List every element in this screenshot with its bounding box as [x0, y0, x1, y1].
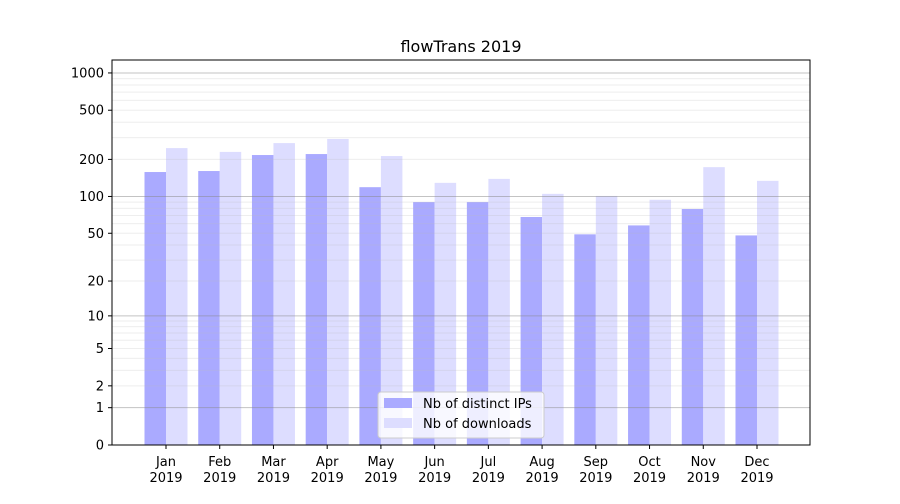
- bar-distinct-ips: [681, 209, 704, 445]
- bar-distinct-ips: [735, 235, 757, 445]
- bar-distinct-ips: [198, 171, 220, 445]
- x-tick-label: Nov 2019: [687, 455, 720, 486]
- y-tick-label: 200: [79, 153, 104, 168]
- y-tick-label: 20: [87, 275, 104, 290]
- bar-downloads: [542, 193, 564, 445]
- legend: Nb of distinct IPs Nb of downloads: [377, 391, 545, 439]
- x-tick-label: Mar 2019: [257, 455, 290, 486]
- x-tick-label: Jul 2019: [472, 455, 505, 486]
- y-tick-label: 10: [87, 309, 104, 324]
- bar-distinct-ips: [520, 216, 543, 445]
- bar-downloads: [649, 199, 672, 445]
- y-tick-label: 50: [87, 227, 104, 242]
- bar-distinct-ips: [466, 202, 489, 445]
- bar-distinct-ips: [251, 155, 274, 446]
- y-tick-label: 1: [96, 401, 104, 416]
- legend-label: Nb of downloads: [423, 417, 532, 432]
- x-tick-label: Sep 2019: [579, 455, 612, 486]
- y-tick-label: 500: [79, 104, 104, 119]
- x-tick-label: Jun 2019: [418, 455, 451, 486]
- bar-downloads: [595, 195, 618, 445]
- bar-downloads: [219, 151, 242, 445]
- chart-title: flowTrans 2019: [400, 37, 521, 56]
- bar-distinct-ips: [413, 202, 435, 445]
- y-tick-label: 100: [79, 190, 104, 205]
- bar-downloads: [703, 167, 725, 446]
- plot-frame: [111, 59, 811, 446]
- bar-downloads: [327, 138, 349, 445]
- x-tick-label: Feb 2019: [203, 455, 236, 486]
- legend-label: Nb of distinct IPs: [423, 397, 532, 412]
- x-tick-label: Apr 2019: [311, 455, 344, 486]
- bar-downloads: [488, 178, 510, 445]
- bar-downloads: [757, 180, 779, 445]
- bar-distinct-ips: [144, 172, 166, 445]
- x-tick-label: Aug 2019: [526, 455, 559, 486]
- bar-distinct-ips: [574, 234, 596, 445]
- x-tick-label: May 2019: [364, 455, 397, 486]
- x-tick-label: Dec 2019: [740, 455, 773, 486]
- legend-box: [377, 391, 545, 439]
- bar-downloads: [166, 148, 188, 445]
- bar-downloads: [273, 143, 295, 445]
- y-tick-label: 5: [96, 342, 104, 357]
- y-tick-label: 2: [96, 379, 104, 394]
- legend-swatch: [384, 418, 412, 428]
- x-tick-label: Jan 2019: [149, 455, 182, 486]
- y-tick-label: 1000: [71, 66, 104, 81]
- bar-downloads: [380, 156, 403, 445]
- x-tick-label: Oct 2019: [633, 455, 666, 486]
- y-tick-label: 0: [96, 439, 104, 454]
- legend-swatch: [384, 398, 412, 408]
- bar-downloads: [434, 182, 457, 445]
- bar-distinct-ips: [628, 225, 650, 445]
- bar-distinct-ips: [305, 154, 328, 445]
